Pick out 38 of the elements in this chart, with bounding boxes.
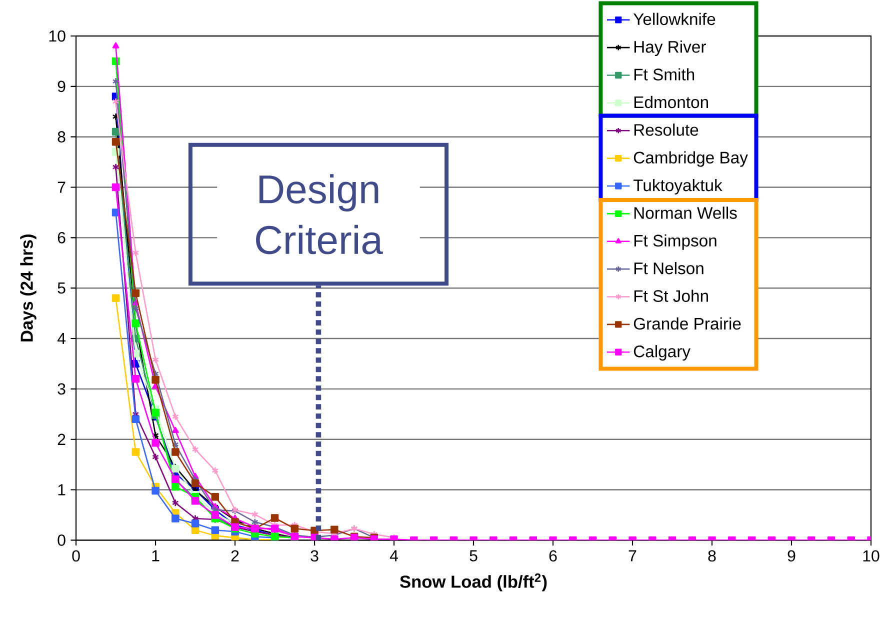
- y-tick-label: 8: [58, 131, 66, 142]
- x-tick-label: 1: [152, 550, 160, 562]
- x-tick-label: 2: [231, 550, 239, 562]
- x-tick-label: 3: [310, 550, 318, 562]
- legend-label: Cambridge Bay: [634, 151, 748, 167]
- x-tick-label: 8: [708, 550, 716, 562]
- legend-label: Calgary: [634, 344, 690, 360]
- legend-label: Ft Simpson: [634, 234, 716, 250]
- legend-label: Resolute: [634, 123, 698, 136]
- x-tick-label: 10: [863, 550, 880, 562]
- y-tick-label: 7: [58, 182, 66, 193]
- legend-label: Norman Wells: [634, 206, 737, 219]
- legend-label: Ft Smith: [634, 68, 694, 80]
- y-tick-label: 9: [58, 80, 66, 92]
- x-tick-label: 0: [72, 550, 80, 562]
- legend-label: Ft St John: [634, 290, 708, 302]
- x-tick-label: 9: [788, 550, 796, 562]
- y-tick-label: 1: [58, 484, 66, 496]
- legend-label: Ft Nelson: [634, 262, 704, 274]
- y-tick-label: 10: [49, 30, 66, 42]
- x-tick-label: 7: [628, 550, 636, 562]
- x-tick-label: 6: [549, 550, 557, 562]
- legend-label: Hay River: [634, 40, 706, 56]
- y-tick-label: 5: [58, 282, 66, 294]
- ref-line-label: Design Criteria: [256, 174, 383, 254]
- y-tick-label: 3: [58, 383, 66, 394]
- legend-label: Yellowknife: [633, 12, 716, 25]
- x-tick-label: 5: [470, 550, 478, 562]
- legend-label: Tuktoyaktuk: [633, 178, 722, 194]
- y-axis-title: Days (24 hrs): [20, 234, 36, 342]
- x-axis-title: Snow Load (lb/ft$^{2}$): [400, 573, 547, 592]
- y-tick-label: 0: [58, 534, 66, 546]
- legend-label: Grande Prairie: [634, 317, 741, 330]
- x-tick-label: 4: [390, 550, 398, 562]
- legend-label: Edmonton: [634, 96, 708, 108]
- y-tick-label: 6: [58, 232, 66, 244]
- y-tick-label: 2: [58, 434, 66, 445]
- y-tick-label: 4: [57, 332, 66, 344]
